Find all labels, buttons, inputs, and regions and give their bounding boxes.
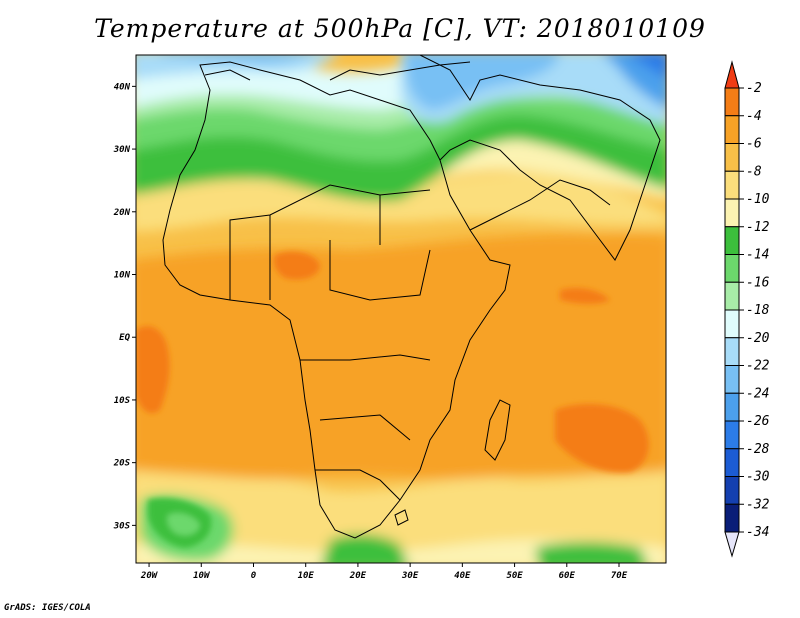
x-tick-label: 20W xyxy=(140,571,159,581)
colorbar-label: -14 xyxy=(746,248,769,263)
colorbar-label: -20 xyxy=(746,331,770,346)
map-frame xyxy=(135,54,667,564)
map-axes: 20W 10W 0 10E 20E 30E 40E 50E 60E 70E 40N 30N 20N 10N… xyxy=(113,82,628,581)
colorbar-label: -26 xyxy=(746,414,770,429)
y-tick-label: 10S xyxy=(114,396,131,406)
colorbar-label: -12 xyxy=(746,220,770,235)
y-tick-label: EQ xyxy=(119,333,130,343)
colorbar-swatch xyxy=(724,143,740,172)
y-tick-label: 30N xyxy=(113,145,131,155)
colorbar-swatch xyxy=(724,420,740,450)
colorbar: -2 -4 -6 -8 -10 -12 -14 -16 -18 -20 -22 -24 -26 -28 -3… xyxy=(724,60,770,558)
colorbar-swatch xyxy=(724,281,740,311)
colorbar-label: -4 xyxy=(746,109,762,124)
colorbar-swatch xyxy=(724,448,740,477)
colorbar-swatch xyxy=(724,254,740,283)
colorbar-swatch xyxy=(724,503,740,533)
x-tick-label: 40E xyxy=(454,571,471,581)
colorbar-swatch xyxy=(724,87,740,117)
y-tick-label: 40N xyxy=(114,82,131,92)
y-tick-label: 20S xyxy=(113,459,131,469)
colorbar-label: -2 xyxy=(746,81,762,96)
colorbar-swatch xyxy=(724,170,740,200)
colorbar-bottom-arrow xyxy=(724,531,740,558)
colorbar-swatch xyxy=(724,198,740,228)
colorbar-swatch xyxy=(724,309,740,339)
x-tick-label: 50E xyxy=(506,571,523,581)
x-tick-label: 70E xyxy=(611,571,628,581)
colorbar-label: -10 xyxy=(746,192,770,207)
colorbar-swatch xyxy=(724,476,740,505)
colorbar-swatch xyxy=(724,226,740,255)
colorbar-label: -18 xyxy=(746,303,770,318)
map-title: Temperature at 500hPa [C], VT: 201801010… xyxy=(94,14,706,43)
colorbar-swatch xyxy=(724,392,740,422)
x-tick-label: 30E xyxy=(401,571,419,581)
coastlines xyxy=(162,55,661,539)
colorbar-label: -30 xyxy=(746,470,770,485)
x-tick-label: 0 xyxy=(251,571,257,581)
x-tick-label: 60E xyxy=(559,571,576,581)
colorbar-label: -28 xyxy=(746,442,770,457)
x-tick-label: 10E xyxy=(298,571,315,581)
y-tick-label: 30S xyxy=(113,521,131,531)
colorbar-swatch xyxy=(724,115,740,144)
temperature-field xyxy=(136,55,666,563)
colorbar-swatch xyxy=(724,337,740,366)
x-tick-label: 20E xyxy=(349,571,367,581)
colorbar-swatch xyxy=(724,365,740,394)
credit-label: GrADS: IGES/COLA xyxy=(4,603,91,613)
y-tick-label: 20N xyxy=(113,208,131,218)
colorbar-label: -8 xyxy=(746,164,762,179)
colorbar-label: -32 xyxy=(746,497,770,512)
y-tick-label: 10N xyxy=(114,271,131,281)
colorbar-label: -34 xyxy=(746,525,769,540)
colorbar-label: -22 xyxy=(746,359,770,374)
x-tick-label: 10W xyxy=(193,571,211,581)
colorbar-label: -6 xyxy=(746,137,762,152)
colorbar-label: -24 xyxy=(746,386,769,401)
colorbar-top-arrow xyxy=(724,60,740,89)
colorbar-label: -16 xyxy=(746,275,770,290)
